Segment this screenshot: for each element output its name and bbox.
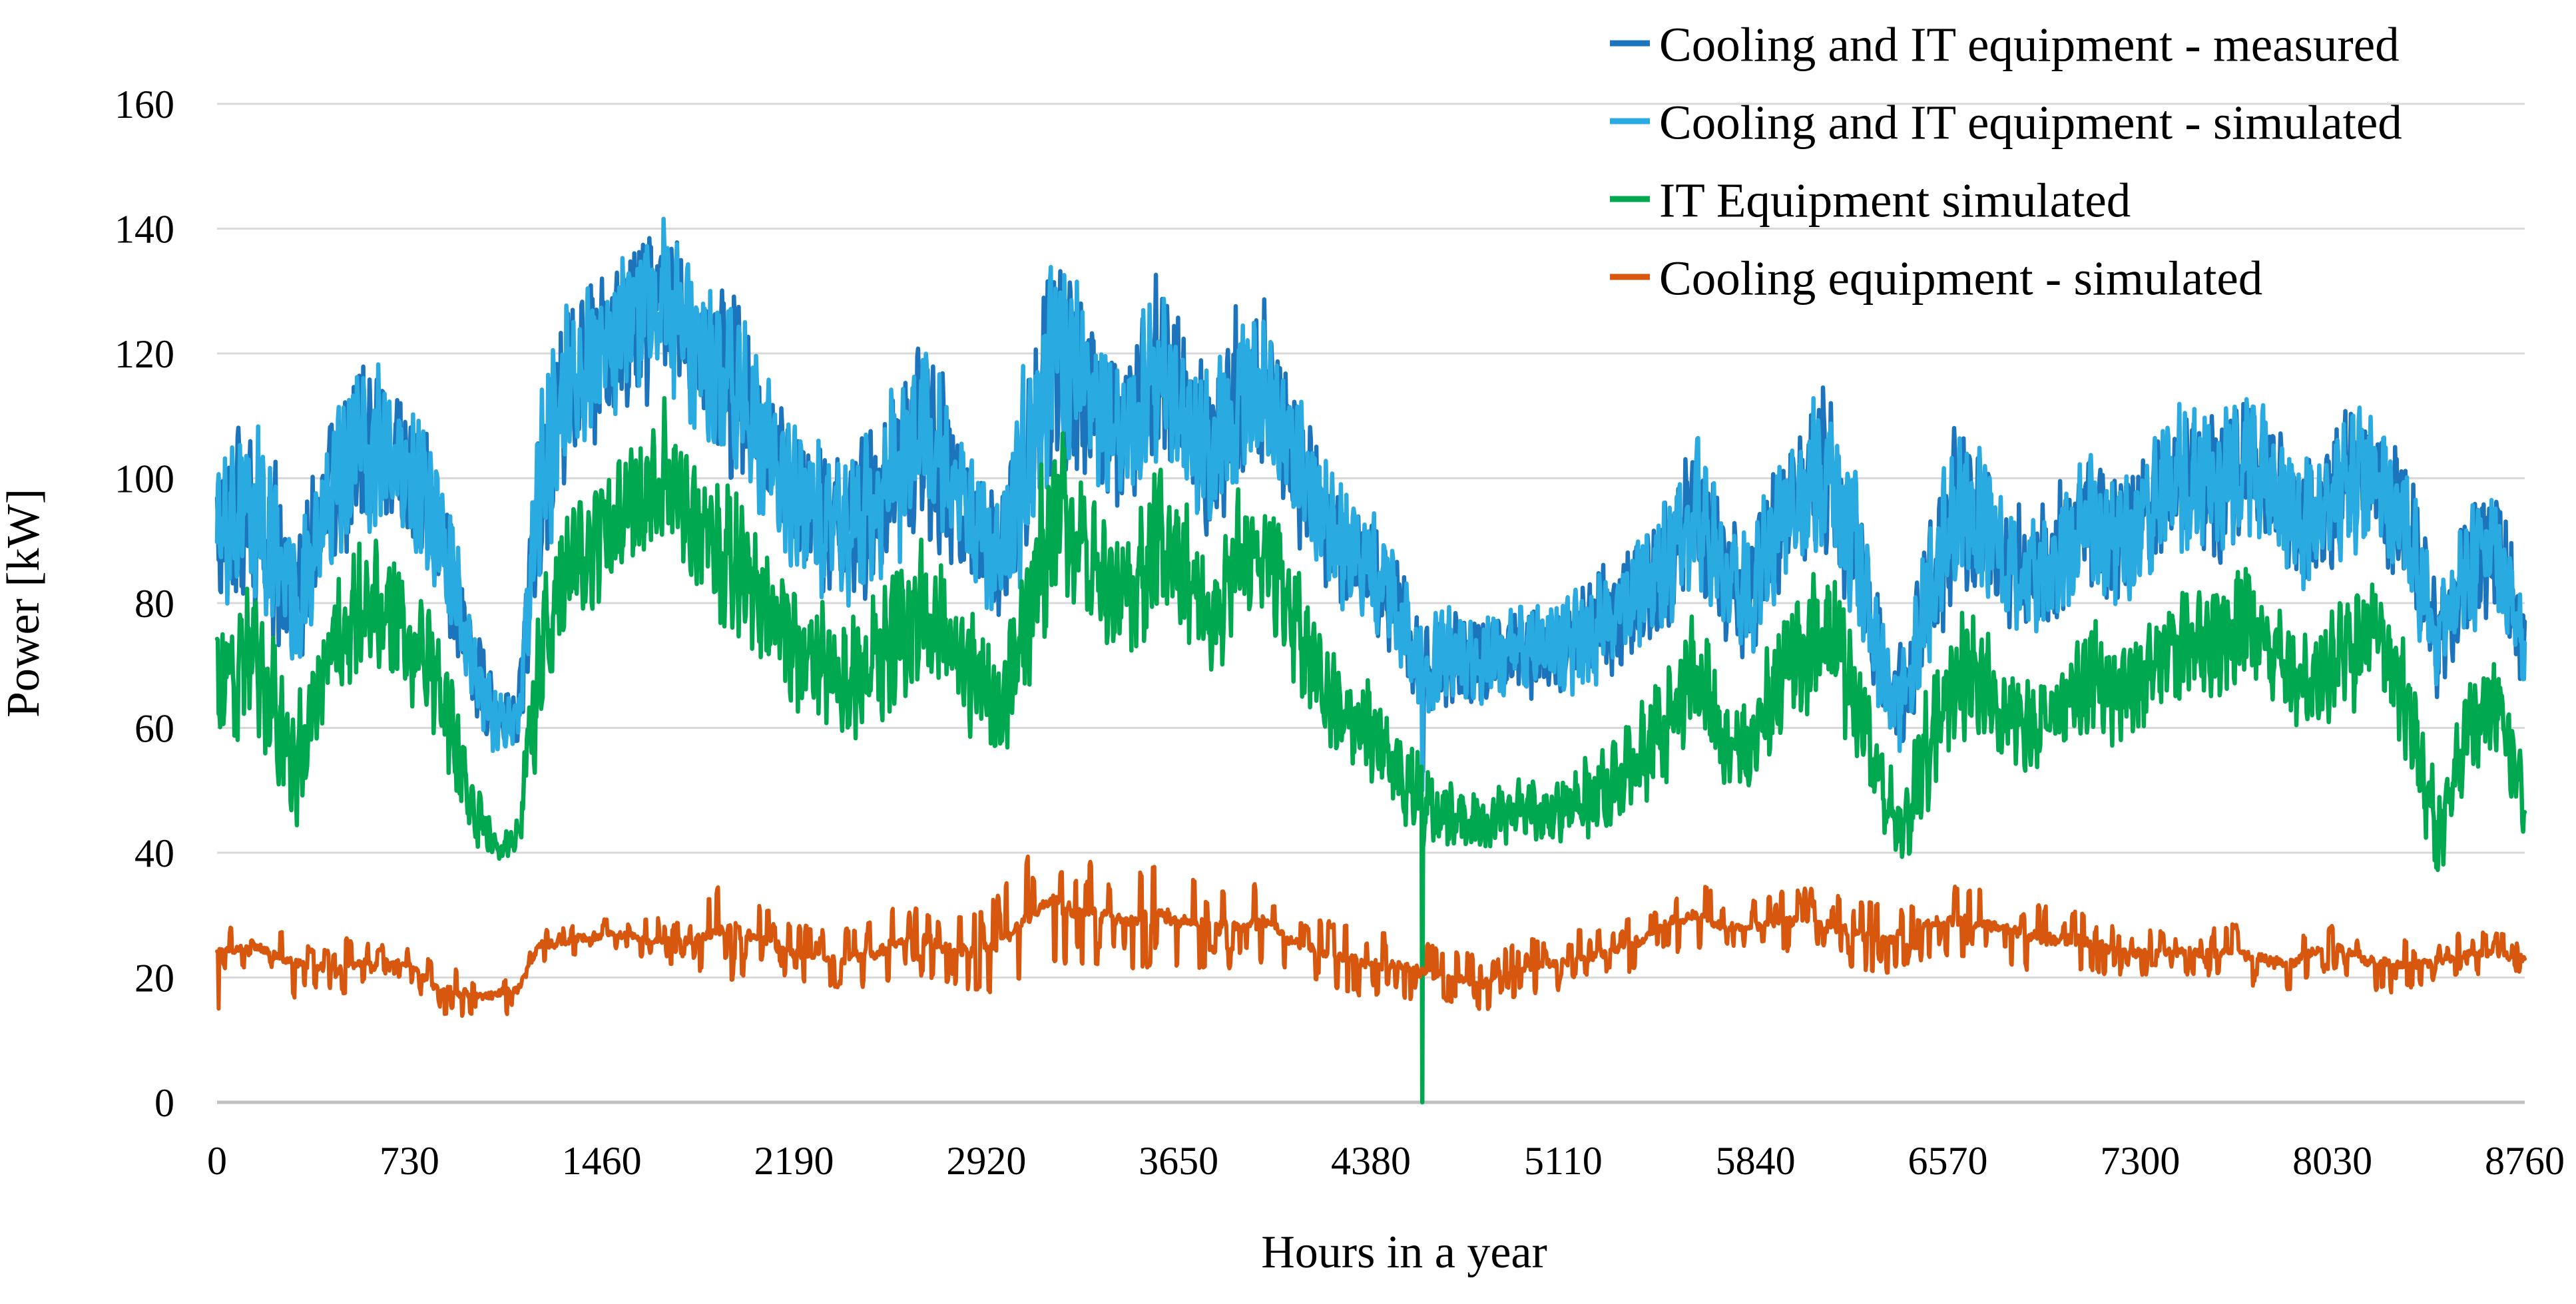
x-tick-label: 1460 bbox=[562, 1139, 642, 1183]
y-tick-label: 120 bbox=[115, 332, 174, 376]
x-tick-label: 730 bbox=[380, 1139, 439, 1183]
y-tick-label: 100 bbox=[115, 457, 174, 501]
x-tick-label: 5110 bbox=[1524, 1139, 1603, 1183]
x-tick-label: 2920 bbox=[946, 1139, 1026, 1183]
series-line-cooling-it-sim bbox=[214, 216, 2527, 793]
legend-label-it-sim: IT Equipment simulated bbox=[1659, 173, 2131, 227]
y-tick-label: 0 bbox=[154, 1081, 174, 1125]
x-tick-label: 5840 bbox=[1716, 1139, 1796, 1183]
y-tick-label: 160 bbox=[115, 83, 174, 126]
x-axis-title: Hours in a year bbox=[1261, 1227, 1547, 1278]
x-tick-label: 3650 bbox=[1139, 1139, 1218, 1183]
y-tick-label: 140 bbox=[115, 208, 174, 252]
series-line-cooling-sim bbox=[215, 854, 2527, 1018]
legend-label-cooling-it-sim: Cooling and IT equipment - simulated bbox=[1659, 95, 2402, 149]
x-tick-label: 4380 bbox=[1331, 1139, 1411, 1183]
y-axis-title: Power [kW] bbox=[0, 489, 49, 718]
y-tick-label: 80 bbox=[134, 582, 174, 626]
x-tick-label: 2190 bbox=[754, 1139, 834, 1183]
y-tick-label: 40 bbox=[134, 831, 174, 875]
x-tick-label: 0 bbox=[207, 1139, 227, 1183]
legend-label-cooling-it-meas: Cooling and IT equipment - measured bbox=[1659, 17, 2400, 71]
series-line-it-sim bbox=[214, 395, 2527, 1105]
y-tick-label: 60 bbox=[134, 707, 174, 751]
x-tick-label: 7300 bbox=[2100, 1139, 2180, 1183]
x-tick-label: 8760 bbox=[2485, 1139, 2565, 1183]
legend-label-cooling-sim: Cooling equipment - simulated bbox=[1659, 251, 2262, 305]
y-tick-label: 20 bbox=[134, 957, 174, 1000]
x-tick-label: 8030 bbox=[2292, 1139, 2372, 1183]
x-tick-label: 6570 bbox=[1908, 1139, 1988, 1183]
